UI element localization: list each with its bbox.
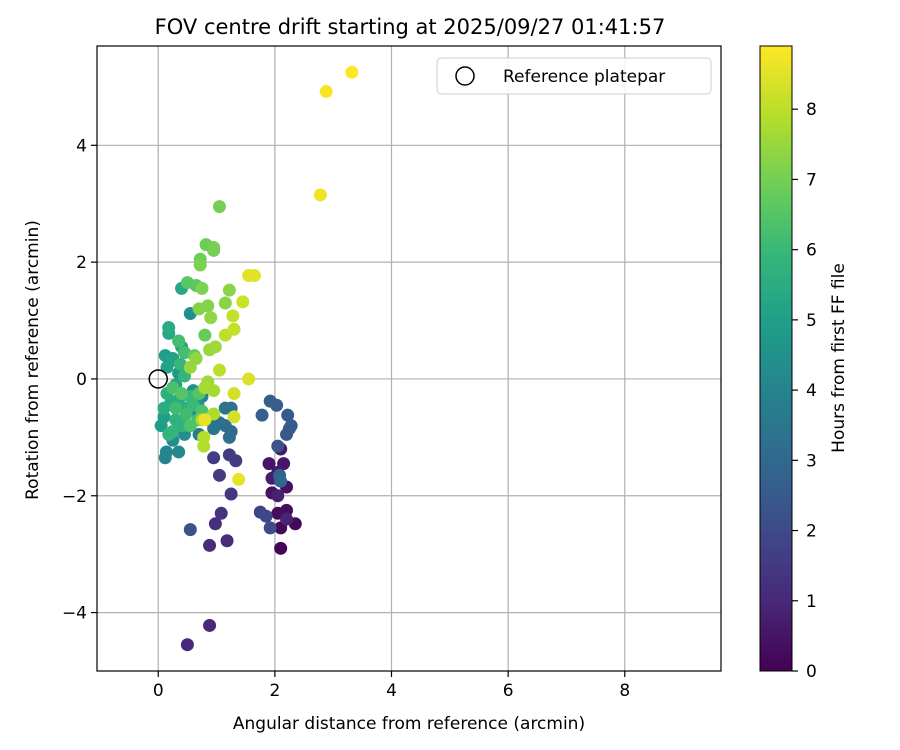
x-tick-label: 6 xyxy=(503,681,514,701)
data-point xyxy=(274,474,288,488)
data-point xyxy=(232,472,246,486)
data-point xyxy=(193,258,207,272)
reference-platepar-marker xyxy=(148,369,168,389)
y-tick-label: 2 xyxy=(76,253,87,273)
data-point xyxy=(236,295,250,309)
data-point xyxy=(172,334,186,348)
data-point xyxy=(263,521,277,535)
data-point xyxy=(222,283,236,297)
data-point xyxy=(345,65,359,79)
y-tick-label: 0 xyxy=(76,370,87,390)
x-tick-label: 4 xyxy=(386,681,397,701)
data-point xyxy=(227,322,241,336)
legend-marker-reference xyxy=(455,66,475,86)
legend-label-reference: Reference platepar xyxy=(503,67,665,87)
colorbar-tick-label: 2 xyxy=(806,522,817,542)
data-point xyxy=(218,296,232,310)
data-point xyxy=(227,410,241,424)
data-point xyxy=(169,401,183,415)
data-point xyxy=(242,372,256,386)
chart-title: FOV centre drift starting at 2025/09/27 … xyxy=(155,15,666,39)
data-point xyxy=(197,439,211,453)
grid-lines xyxy=(97,46,721,671)
data-point xyxy=(222,448,236,462)
data-point xyxy=(270,398,284,412)
data-point xyxy=(180,638,194,652)
x-axis-ticks: 0 2 4 6 8 xyxy=(153,671,630,701)
data-point xyxy=(192,302,206,316)
data-point xyxy=(204,311,218,325)
x-axis-label: Angular distance from reference (arcmin) xyxy=(233,714,585,734)
data-point xyxy=(212,363,226,377)
y-axis-label: Rotation from reference (arcmin) xyxy=(23,220,43,500)
data-point xyxy=(220,534,234,548)
data-point xyxy=(183,419,197,433)
colorbar-tick-label: 4 xyxy=(806,381,817,401)
colorbar-tick-label: 6 xyxy=(806,241,817,261)
data-point xyxy=(212,468,226,482)
x-tick-label: 0 xyxy=(153,681,164,701)
x-tick-label: 8 xyxy=(619,681,630,701)
data-point xyxy=(214,506,228,520)
data-point xyxy=(157,401,171,415)
data-point xyxy=(319,85,333,99)
data-point xyxy=(183,523,197,537)
data-point xyxy=(207,451,221,465)
data-point xyxy=(218,401,232,415)
data-point xyxy=(208,340,222,354)
data-point xyxy=(159,445,173,459)
colorbar-tick-label: 8 xyxy=(806,100,817,120)
colorbar-tick-label: 1 xyxy=(806,592,817,612)
data-point xyxy=(212,200,226,214)
colorbar-tick-label: 3 xyxy=(806,451,817,471)
colorbar-label: Hours from first FF file xyxy=(829,263,849,453)
data-point xyxy=(203,618,217,632)
data-point xyxy=(226,309,240,323)
data-point xyxy=(195,281,209,295)
data-point xyxy=(224,487,238,501)
colorbar-ticks: 0 1 2 3 4 5 6 7 8 xyxy=(792,100,817,682)
plot-frame xyxy=(96,45,722,672)
y-tick-label: −2 xyxy=(62,487,87,507)
data-point xyxy=(262,457,276,471)
data-point xyxy=(162,321,176,335)
data-point xyxy=(313,188,327,202)
data-point xyxy=(284,419,298,433)
data-point xyxy=(198,413,212,427)
data-point xyxy=(247,269,261,283)
legend: Reference platepar xyxy=(436,57,712,95)
data-point xyxy=(255,408,269,422)
colorbar-tick-label: 0 xyxy=(806,662,817,682)
data-point xyxy=(271,439,285,453)
data-point xyxy=(162,427,176,441)
legend-box xyxy=(436,57,712,95)
data-point xyxy=(175,387,189,401)
y-tick-label: 4 xyxy=(76,136,87,156)
data-points xyxy=(154,65,359,652)
data-point xyxy=(203,538,217,552)
x-tick-label: 2 xyxy=(269,681,280,701)
data-point xyxy=(207,243,221,257)
data-point xyxy=(259,509,273,523)
colorbar-tick-label: 5 xyxy=(806,311,817,331)
data-point xyxy=(271,489,285,503)
data-point xyxy=(172,445,186,459)
data-point xyxy=(179,407,193,421)
data-point xyxy=(281,408,295,422)
colorbar-tick-label: 7 xyxy=(806,170,817,190)
y-axis-ticks: −4 −2 0 2 4 xyxy=(62,136,97,624)
data-point xyxy=(227,387,241,401)
data-point xyxy=(198,328,212,342)
y-tick-label: −4 xyxy=(62,604,87,624)
data-point xyxy=(207,384,221,398)
data-point xyxy=(183,360,197,374)
data-point xyxy=(208,517,222,531)
data-point xyxy=(280,512,294,526)
data-point xyxy=(222,430,236,444)
data-point xyxy=(173,357,187,371)
data-point xyxy=(177,346,191,360)
data-point xyxy=(274,541,288,555)
colorbar xyxy=(759,45,793,672)
